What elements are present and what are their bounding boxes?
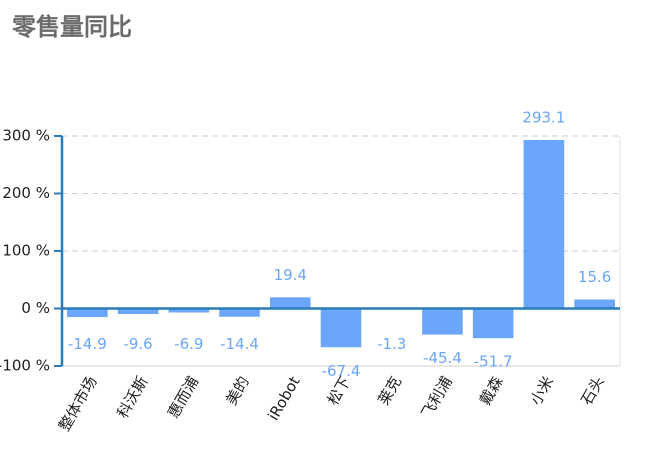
bar xyxy=(269,297,311,309)
y-tick-label: 100 % xyxy=(2,242,50,260)
x-tick-label: 惠而浦 xyxy=(164,373,202,421)
value-label: -51.7 xyxy=(474,353,513,371)
value-label: -14.4 xyxy=(220,335,259,353)
value-label: 19.4 xyxy=(274,266,307,284)
x-tick-label: 美的 xyxy=(222,373,253,408)
chart-title: 零售量同比 xyxy=(11,13,132,41)
x-tick-label: 戴森 xyxy=(476,373,507,408)
bar xyxy=(67,308,108,318)
x-tick-label: 整体市场 xyxy=(55,373,101,434)
x-tick-label: 飞利浦 xyxy=(418,373,456,421)
value-label: -67.4 xyxy=(322,362,361,380)
bar xyxy=(320,308,362,348)
value-label: 15.6 xyxy=(578,268,611,286)
bar xyxy=(574,299,615,309)
x-tick-label: 石头 xyxy=(577,373,608,408)
x-tick-label: 小米 xyxy=(527,373,558,408)
bar xyxy=(219,308,260,317)
value-label: -14.9 xyxy=(68,335,107,353)
y-tick-label: -100 % xyxy=(0,357,50,375)
x-tick-label: 科沃斯 xyxy=(113,373,151,421)
x-tick-label: iRobot xyxy=(264,373,303,423)
bar xyxy=(168,308,210,313)
y-tick-label: 300 % xyxy=(2,127,50,145)
bar xyxy=(117,308,159,315)
value-label: -45.4 xyxy=(423,349,462,367)
value-label: -6.9 xyxy=(174,335,203,353)
bar xyxy=(472,308,514,339)
value-label: -9.6 xyxy=(123,335,152,353)
x-tick-label: 莱克 xyxy=(374,373,405,408)
value-label: 293.1 xyxy=(522,108,565,126)
value-label: -1.3 xyxy=(377,335,406,353)
y-tick-label: 0 % xyxy=(21,299,50,317)
y-tick-label: 200 % xyxy=(2,184,50,202)
bar xyxy=(523,139,565,309)
bar xyxy=(422,308,463,335)
